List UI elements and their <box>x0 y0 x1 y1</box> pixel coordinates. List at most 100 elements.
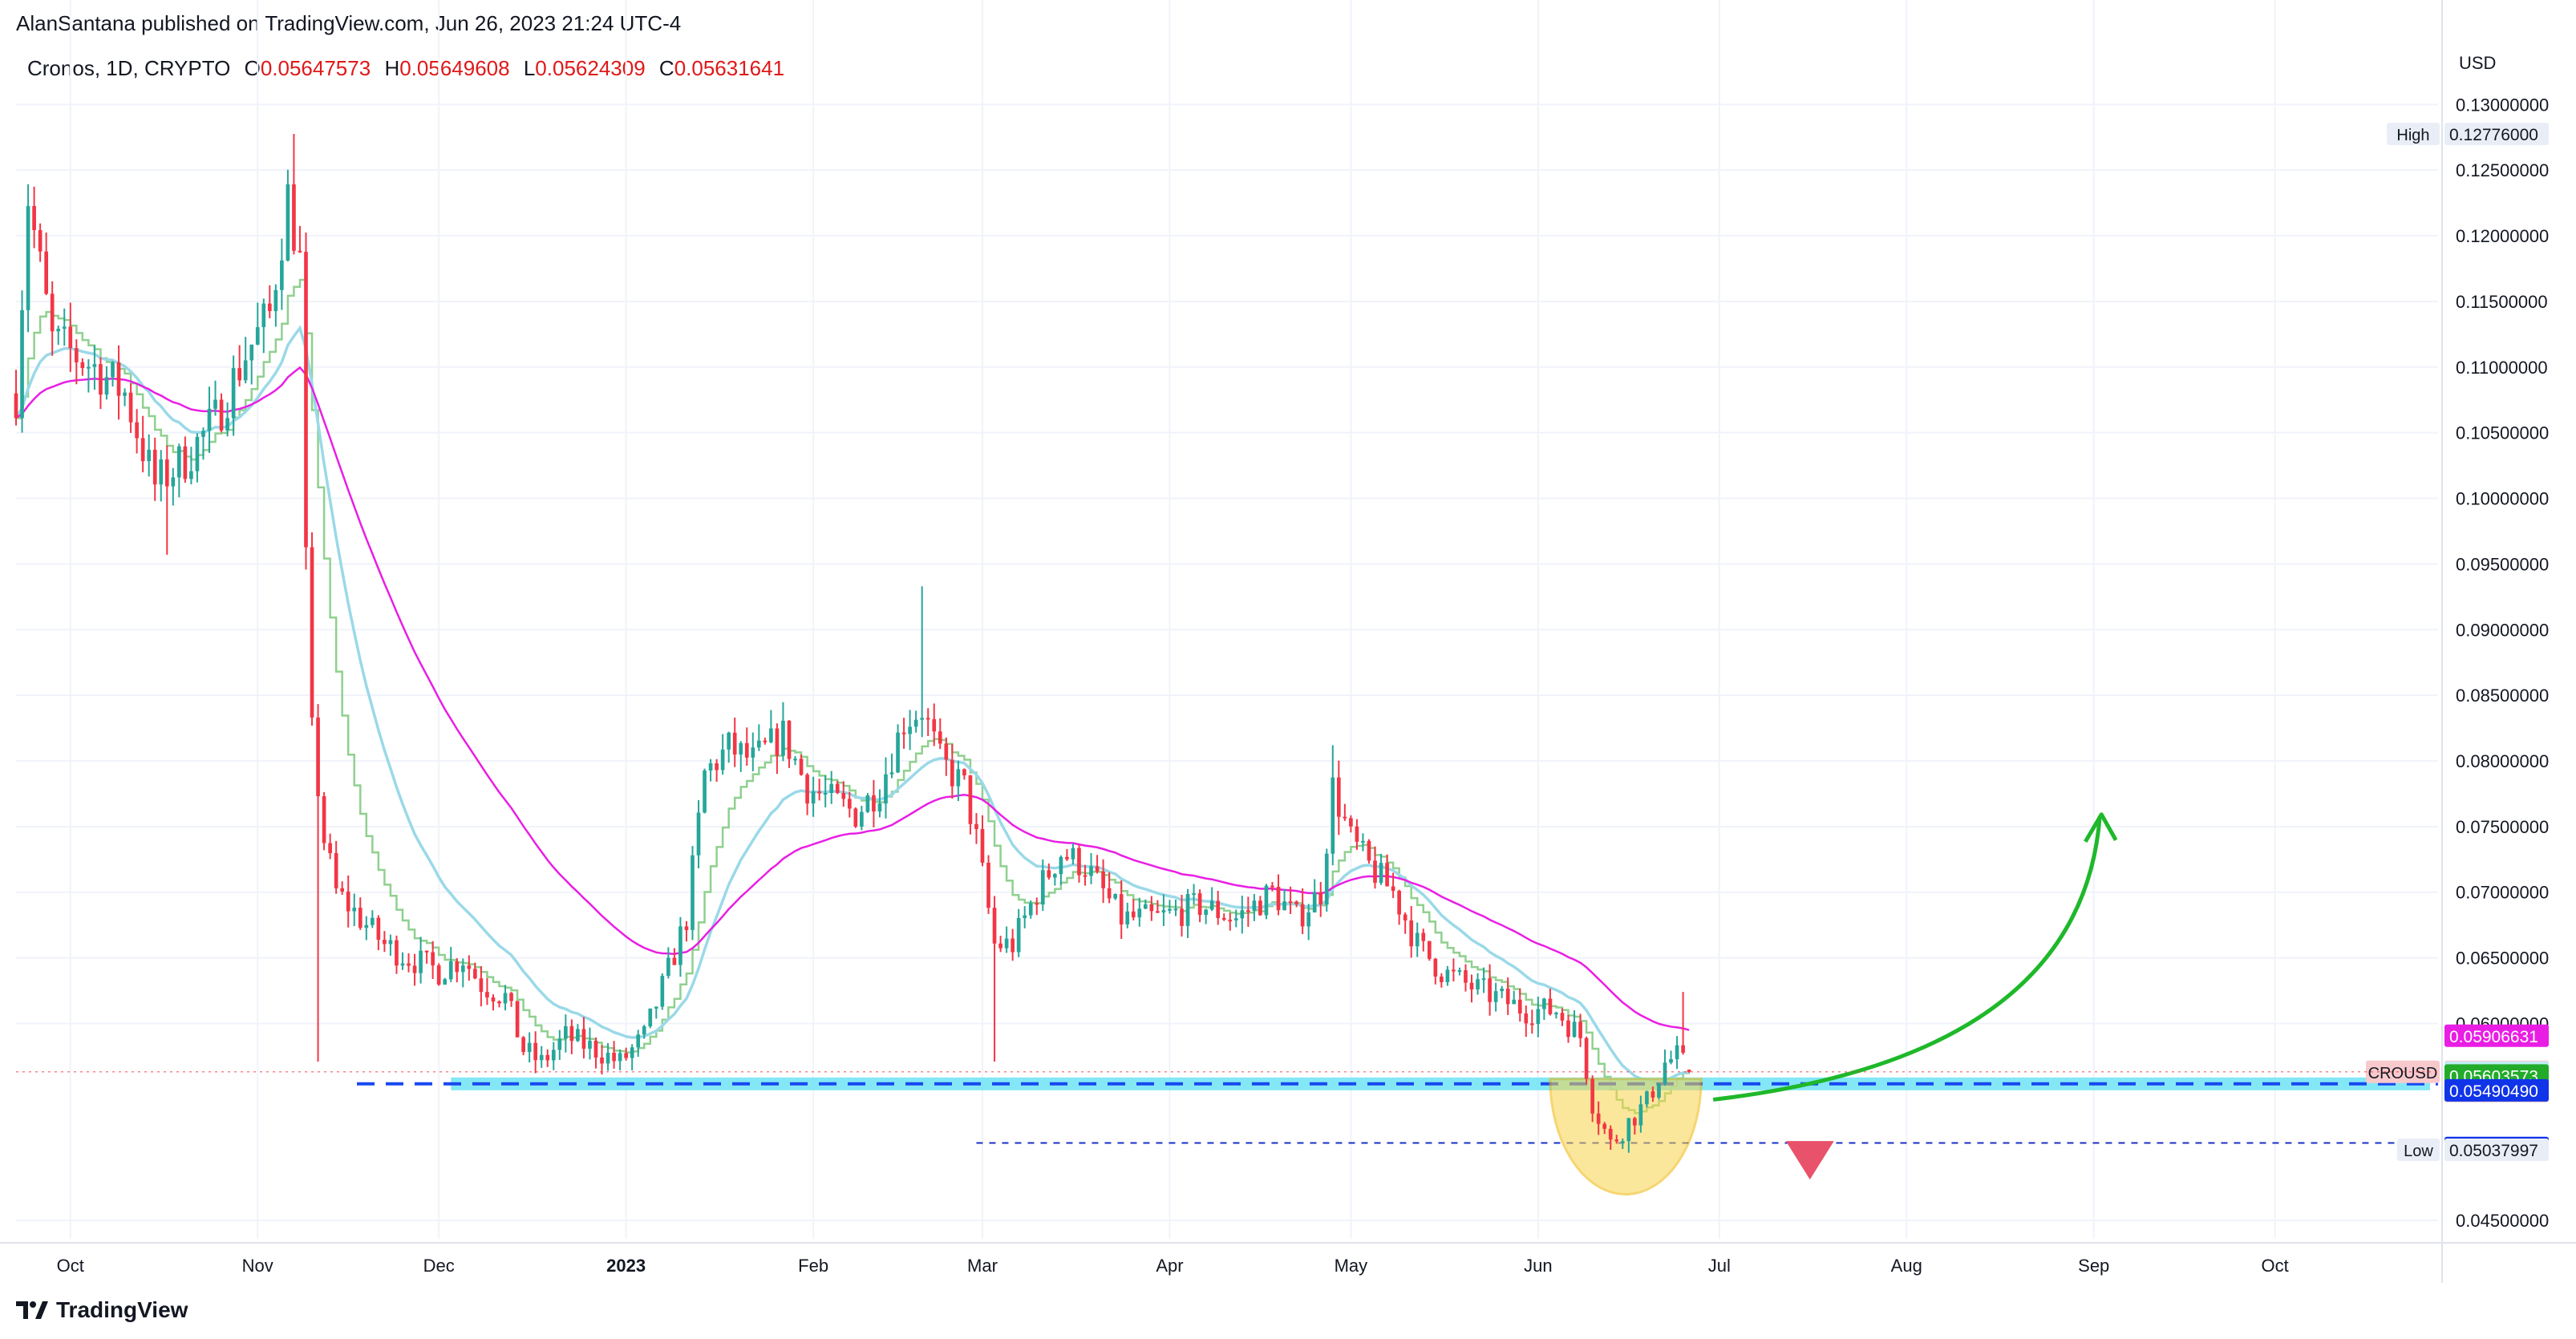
candle-body <box>781 720 785 756</box>
candle-body <box>56 329 61 332</box>
candle-body <box>1596 1113 1601 1124</box>
candle-body <box>684 926 689 930</box>
candle-body <box>1512 999 1517 1005</box>
candle-body <box>606 1052 610 1064</box>
price-tick-label: 0.06500000 <box>2456 949 2549 969</box>
candle-body <box>371 917 375 925</box>
candle-body <box>787 720 792 759</box>
candle-body <box>1590 1078 1594 1114</box>
candle-body <box>1403 914 1407 920</box>
time-axis[interactable]: Oct Nov Dec 2023 Feb Mar Apr May Jun Jul Aug Sep Oct <box>57 1256 2289 1276</box>
candle-body <box>576 1029 580 1042</box>
candle-body <box>533 1042 538 1061</box>
candle-body <box>708 763 713 771</box>
candle-body <box>407 963 411 966</box>
candle-body <box>1149 904 1154 912</box>
price-marker-label: Low <box>2404 1143 2433 1160</box>
candle-body <box>219 399 224 431</box>
candle-body <box>400 963 405 966</box>
candle-body <box>135 422 139 439</box>
candle-body <box>763 740 768 742</box>
price-marker-value: 0.05490490 <box>2449 1082 2538 1101</box>
candle-body <box>853 808 858 827</box>
price-tick-label: 0.04500000 <box>2456 1211 2549 1231</box>
support-zone <box>357 1077 2438 1195</box>
chart-grid <box>0 0 2576 1283</box>
candle-body <box>1209 900 1214 910</box>
candle-body <box>703 770 707 813</box>
candle-body <box>992 908 997 944</box>
candle-body <box>744 742 749 758</box>
candle-body <box>1391 886 1395 892</box>
candle-body <box>87 366 91 369</box>
candle-body <box>1452 969 1456 972</box>
price-tick-label: 0.11000000 <box>2456 358 2548 378</box>
candle-body <box>696 812 701 856</box>
candle-body <box>998 943 1002 949</box>
candle-body <box>1306 912 1311 927</box>
candle-body <box>1675 1045 1679 1059</box>
candle-body <box>1385 863 1389 887</box>
candle-body <box>1657 1083 1661 1098</box>
tradingview-logo[interactable]: TradingView <box>16 1297 188 1323</box>
candle-body <box>1349 818 1353 827</box>
candle-body <box>817 791 821 794</box>
close-label: C <box>658 56 674 80</box>
candle-body <box>920 718 925 720</box>
candle-body <box>769 728 773 742</box>
brand-name: TradingView <box>56 1297 188 1322</box>
candle-body <box>328 843 332 854</box>
candle-body <box>1572 1021 1577 1038</box>
annotations <box>1712 812 2118 1180</box>
candle-body <box>485 992 489 997</box>
candle-body <box>1119 894 1124 924</box>
ema-mid-line <box>14 325 1690 1083</box>
price-scale-markers: 0.12776000High0.059066310.0563164122:35:… <box>16 122 2549 1161</box>
candle-body <box>932 718 937 732</box>
candle-body <box>666 957 670 977</box>
candle-body <box>123 392 127 396</box>
candle-body <box>1548 998 1553 1014</box>
candle-body <box>672 957 677 965</box>
candle-body <box>383 940 387 945</box>
candle-body <box>1361 840 1365 843</box>
candle-body <box>298 250 302 253</box>
candle-body <box>884 774 888 804</box>
candle-body <box>1192 893 1196 896</box>
candle-body <box>509 993 513 1001</box>
price-chart[interactable]: USD 0.13000000 0.12500000 0.12000000 0.11500… <box>0 0 2576 1283</box>
time-tick-label: Jun <box>1524 1256 1552 1276</box>
candle-body <box>20 309 24 419</box>
candle-body <box>1608 1128 1613 1140</box>
candle-body <box>1469 982 1474 989</box>
candle-body <box>171 477 176 487</box>
candle-body <box>1023 915 1027 919</box>
candle-body <box>1065 856 1069 860</box>
candle-body <box>793 758 797 761</box>
time-tick-label: Jul <box>1708 1256 1731 1276</box>
candle-body <box>195 436 200 471</box>
candle-body <box>720 749 725 771</box>
candle-body <box>974 823 978 830</box>
down-triangle <box>1785 1141 1834 1180</box>
candle-body <box>1367 840 1371 861</box>
candle-body <box>1560 1013 1565 1021</box>
price-marker-label: High <box>2396 127 2429 144</box>
candle-body <box>164 459 169 487</box>
candlestick-series <box>14 133 1691 1153</box>
price-marker <box>2444 1024 2549 1047</box>
candle-body <box>1578 1021 1582 1038</box>
candle-body <box>1156 911 1160 913</box>
candle-body <box>1095 866 1100 872</box>
candle-body <box>1500 989 1505 992</box>
price-axis[interactable]: USD 0.13000000 0.12500000 0.12000000 0.11500… <box>2456 53 2549 1231</box>
candle-body <box>1505 989 1510 1005</box>
price-marker-tag <box>2397 1138 2440 1161</box>
candle-body <box>551 1050 556 1061</box>
candle-body <box>775 728 780 756</box>
candle-body <box>865 795 870 812</box>
ema-fast-line <box>16 278 1691 1114</box>
candle-body <box>322 796 326 843</box>
candle-body <box>618 1053 622 1062</box>
candle-body <box>207 408 212 431</box>
